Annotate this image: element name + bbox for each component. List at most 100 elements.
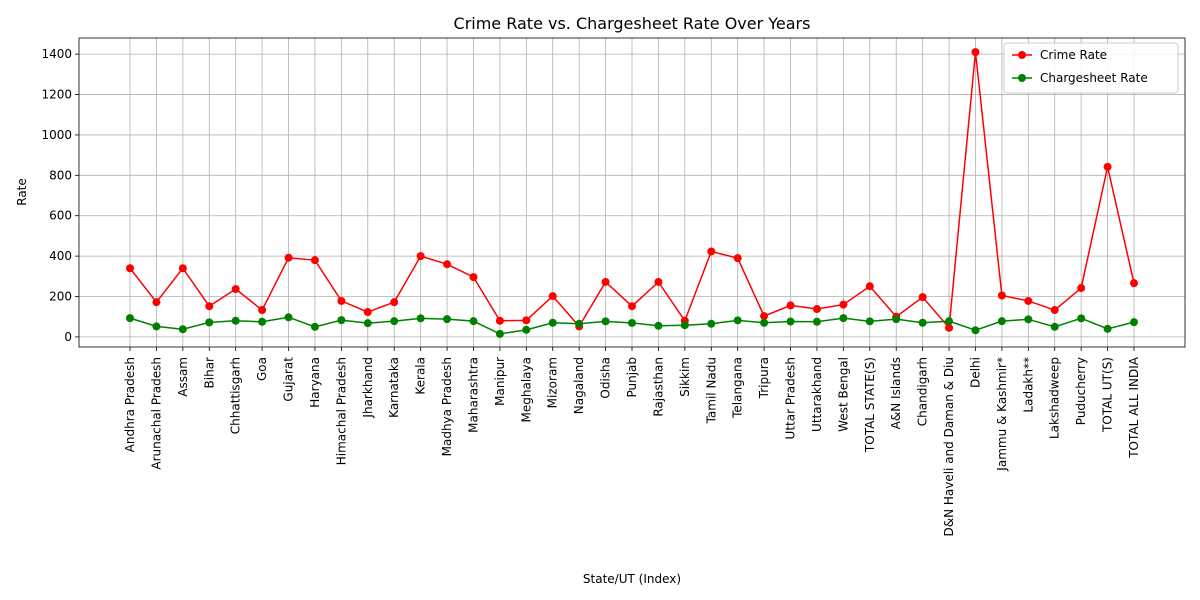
- y-tick-label: 800: [49, 168, 72, 182]
- x-tick-label: Uttar Pradesh: [784, 357, 798, 439]
- data-point: [126, 314, 134, 323]
- data-point: [258, 317, 267, 326]
- legend-label: Chargesheet Rate: [1040, 71, 1148, 85]
- x-tick-label: Maharashtra: [466, 357, 480, 433]
- data-point: [495, 329, 504, 338]
- x-tick-label: Tripura: [757, 357, 771, 399]
- data-point: [812, 317, 821, 326]
- data-point: [918, 293, 927, 302]
- data-point: [231, 285, 240, 294]
- x-tick-label: Odisha: [599, 357, 613, 399]
- x-tick-label: A&N Islands: [889, 357, 903, 429]
- data-point: [839, 300, 848, 309]
- data-point: [997, 291, 1006, 300]
- data-point: [839, 314, 848, 323]
- x-tick-label: Bihar: [202, 357, 216, 389]
- y-tick-labels: 0 200 400 600 800 1000 1200 1400: [41, 47, 79, 344]
- data-point: [416, 252, 425, 261]
- data-point: [416, 314, 425, 323]
- data-point: [390, 298, 399, 307]
- data-point: [284, 253, 293, 262]
- x-tick-label: Assam: [176, 357, 190, 397]
- data-point: [707, 319, 716, 328]
- y-tick-label: 200: [49, 290, 72, 304]
- data-point: [258, 306, 267, 315]
- x-tick-label: Uttarakhand: [810, 357, 824, 432]
- data-point: [865, 282, 874, 291]
- data-point: [337, 316, 346, 325]
- data-point: [707, 247, 716, 256]
- x-tick-label: Mizoram: [546, 357, 560, 408]
- data-point: [126, 264, 134, 273]
- x-tick-label: Rajasthan: [651, 357, 665, 417]
- data-point: [945, 323, 954, 332]
- data-point: [548, 318, 557, 327]
- data-point: [205, 302, 214, 311]
- series-lines: [126, 48, 1138, 338]
- x-tick-label: Gujarat: [282, 357, 296, 402]
- x-tick-label: West Bengal: [836, 357, 850, 432]
- data-point: [628, 302, 636, 311]
- data-point: [892, 315, 901, 324]
- chart-title: Crime Rate vs. Chargesheet Rate Over Yea…: [454, 14, 811, 33]
- x-tick-label: Ladakh**: [1021, 357, 1035, 413]
- data-point: [205, 318, 214, 327]
- x-tick-label: TOTAL ALL INDIA: [1127, 356, 1141, 459]
- data-point: [812, 305, 821, 314]
- data-point: [865, 317, 874, 326]
- data-point: [390, 317, 399, 326]
- data-point: [680, 321, 689, 330]
- data-point: [575, 319, 584, 328]
- x-tick-label: Nagaland: [572, 357, 586, 414]
- x-tick-label: Chandigarh: [916, 357, 930, 426]
- x-axis-label: State/UT (Index): [583, 572, 681, 586]
- data-point: [337, 296, 346, 305]
- data-point: [760, 312, 769, 321]
- legend-marker: [1018, 51, 1026, 59]
- data-point: [1024, 296, 1033, 305]
- y-tick-label: 1400: [41, 47, 72, 61]
- data-point: [601, 317, 610, 326]
- x-tick-label: Chhattisgarh: [229, 357, 243, 434]
- data-point: [601, 277, 610, 286]
- data-point: [522, 325, 531, 334]
- x-tick-label: Jharkhand: [361, 357, 375, 419]
- data-point: [654, 277, 663, 286]
- data-point: [152, 298, 161, 307]
- series-0: [126, 48, 1138, 332]
- x-tick-label: Telangana: [731, 357, 745, 419]
- data-point: [654, 321, 663, 330]
- data-point: [1130, 279, 1138, 288]
- x-tick-label: Himachal Pradesh: [334, 357, 348, 465]
- data-point: [152, 322, 161, 331]
- x-tick-label: Kerala: [414, 357, 428, 395]
- data-point: [733, 254, 742, 263]
- legend: Crime Rate Chargesheet Rate: [1003, 42, 1179, 94]
- data-point: [1130, 318, 1138, 327]
- y-axis-label: Rate: [15, 178, 29, 206]
- data-point: [495, 316, 504, 325]
- series-1: [126, 313, 1138, 338]
- legend-box: [1003, 42, 1179, 94]
- y-tick-label: 0: [64, 330, 72, 344]
- x-tick-label: Haryana: [308, 357, 322, 408]
- data-point: [231, 316, 240, 325]
- x-tick-label: Meghalaya: [519, 357, 533, 422]
- x-tick-label: Goa: [255, 357, 269, 381]
- legend-label: Crime Rate: [1040, 48, 1107, 62]
- data-point: [786, 301, 795, 310]
- x-tick-label: Delhi: [968, 357, 982, 388]
- legend-item: Chargesheet Rate: [1012, 71, 1148, 85]
- data-point: [310, 256, 319, 265]
- data-point: [997, 317, 1006, 326]
- data-point: [760, 318, 769, 327]
- legend-item: Crime Rate: [1012, 48, 1107, 62]
- data-point: [1050, 322, 1059, 331]
- y-tick-label: 400: [49, 249, 72, 263]
- data-point: [178, 264, 187, 273]
- x-tick-label: Sikkim: [678, 357, 692, 397]
- data-point: [1103, 324, 1112, 333]
- x-tick-label: D&N Haveli and Daman & Diu: [942, 357, 956, 537]
